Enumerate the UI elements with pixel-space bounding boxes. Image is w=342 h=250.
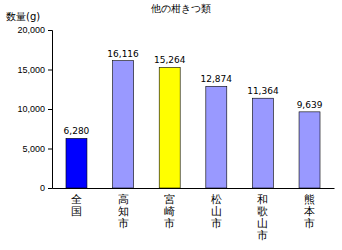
y-tick-mark (48, 109, 52, 110)
y-tick-label: 10,000 (17, 104, 45, 114)
x-tick: 全国 (71, 193, 82, 217)
y-axis: 0 5,000 10,000 15,000 20,000 (17, 25, 52, 193)
x-axis-line (53, 188, 335, 189)
chart: 0 5,000 10,000 15,000 20,000 全国 高知市 宮崎市 松山市 和歌山市 熊… (0, 0, 342, 250)
bar (206, 86, 227, 188)
data-label: 6,280 (64, 126, 90, 136)
data-label: 16,116 (107, 49, 139, 59)
bars (66, 61, 320, 188)
x-tick: 和歌山市 (257, 193, 268, 241)
data-label: 12,874 (201, 74, 233, 84)
bar (299, 112, 320, 188)
bar (66, 138, 87, 188)
x-tick: 宮崎市 (164, 193, 175, 229)
y-tick-label: 20,000 (17, 25, 45, 35)
data-label: 11,364 (247, 86, 279, 96)
y-axis-title: 数量(g) (6, 11, 40, 22)
y-tick-mark (48, 149, 52, 150)
data-label: 9,639 (297, 100, 323, 110)
y-tick-label: 5,000 (22, 144, 45, 154)
x-tick-label: 和歌山市 (257, 193, 268, 241)
y-tick: 5,000 (22, 144, 52, 154)
x-tick-label: 宮崎市 (164, 193, 175, 229)
y-tick: 0 (40, 183, 52, 193)
bar (113, 61, 134, 188)
x-tick: 松山市 (211, 193, 222, 229)
y-tick-mark (48, 30, 52, 31)
title: 他の柑きつ類 (151, 3, 211, 14)
y-tick: 20,000 (17, 25, 52, 35)
x-tick-label: 熊本市 (304, 193, 315, 229)
x-tick-label: 全国 (71, 193, 82, 217)
bar (252, 98, 273, 188)
x-tick-label: 松山市 (211, 193, 222, 229)
plot: 0 5,000 10,000 15,000 20,000 全国 高知市 宮崎市 松山市 和歌山市 熊… (17, 25, 334, 241)
y-tick-mark (48, 70, 52, 71)
y-tick-label: 15,000 (17, 65, 45, 75)
data-labels: 6,280 16,116 15,264 12,874 11,364 9,639 (64, 49, 323, 137)
y-tick-mark (48, 188, 52, 189)
x-axis: 全国 高知市 宮崎市 松山市 和歌山市 熊本市 (53, 189, 335, 242)
x-tick: 高知市 (118, 193, 129, 229)
y-axis-line (48, 31, 53, 189)
y-tick: 15,000 (17, 65, 52, 75)
y-tick-label: 0 (40, 183, 45, 193)
bar (159, 67, 180, 188)
y-tick: 10,000 (17, 104, 52, 114)
x-tick-label: 高知市 (118, 193, 129, 229)
x-tick: 熊本市 (304, 193, 315, 229)
data-label: 15,264 (154, 55, 186, 65)
